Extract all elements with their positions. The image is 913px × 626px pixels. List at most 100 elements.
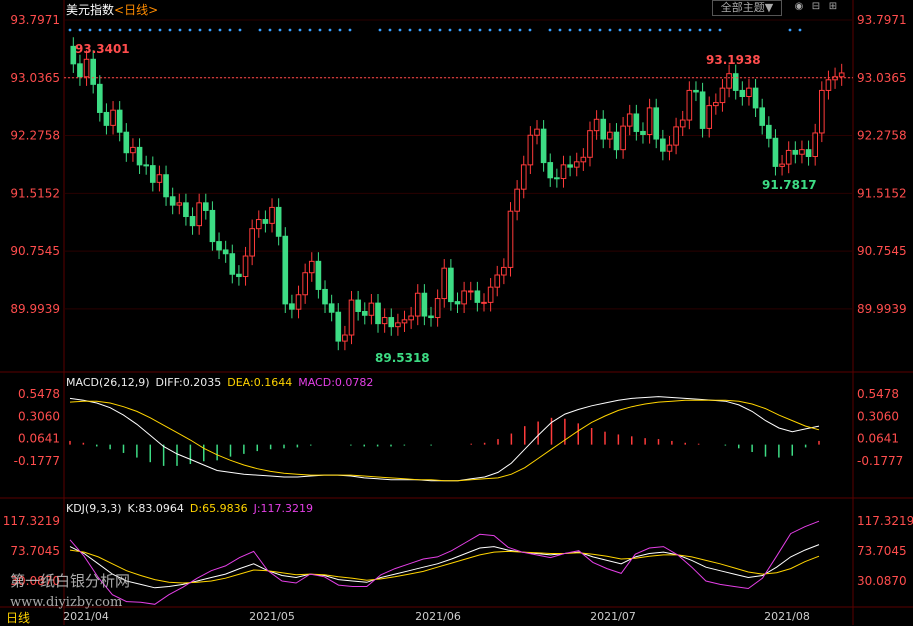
candle-body	[421, 292, 428, 317]
event-marker	[88, 28, 92, 32]
event-marker	[168, 28, 172, 32]
candle-body	[540, 128, 547, 164]
event-marker	[518, 28, 522, 32]
candle-body	[368, 302, 375, 316]
candle-body	[818, 89, 825, 134]
event-marker	[648, 28, 652, 32]
event-marker	[508, 28, 512, 32]
event-marker	[548, 28, 552, 32]
event-marker	[148, 28, 152, 32]
candle-body	[149, 165, 156, 183]
candle-body	[249, 228, 255, 257]
candle-body	[646, 107, 653, 135]
candle-body	[507, 210, 514, 268]
event-marker	[388, 28, 392, 32]
candle-body	[70, 45, 77, 65]
y-tick-right: 89.9939	[857, 302, 907, 316]
candle-body	[401, 319, 408, 324]
y-tick-right: 90.7545	[857, 244, 907, 258]
candle-body	[388, 317, 395, 328]
event-marker	[278, 28, 282, 32]
candle-body	[262, 219, 269, 224]
macd-tick-right: 0.0641	[857, 432, 899, 446]
candle-body	[838, 72, 845, 78]
candle-body	[514, 188, 520, 212]
candle-body	[77, 63, 83, 78]
event-marker	[158, 28, 162, 32]
candle-body	[752, 87, 759, 109]
kdj-tick-left: 30.0870	[10, 574, 60, 588]
event-marker	[298, 28, 302, 32]
candle-body	[130, 146, 136, 154]
candle-body	[169, 196, 176, 206]
event-marker	[528, 28, 532, 32]
period-tab[interactable]: 日线	[6, 611, 31, 625]
event-marker	[98, 28, 102, 32]
kdj-tick-left: 117.3219	[3, 514, 60, 528]
candle-body	[501, 266, 507, 276]
macd-tick-right: -0.1777	[857, 454, 903, 468]
candle-body	[302, 272, 308, 296]
x-tick-label: 2021/05	[249, 610, 295, 623]
event-marker	[578, 28, 582, 32]
candle-body	[355, 299, 361, 312]
kdj-legend-d: D:65.9836	[189, 502, 248, 515]
candle-body	[494, 274, 501, 288]
candle-body	[176, 202, 183, 206]
y-tick-left: 90.7545	[10, 244, 60, 258]
candle-body	[547, 162, 554, 179]
period-label[interactable]: <日线>	[114, 3, 159, 17]
x-tick-label: 2021/07	[590, 610, 636, 623]
candle-body	[739, 89, 746, 98]
macd-legend-name: MACD(26,12,9)	[66, 376, 150, 389]
candle-body	[242, 255, 249, 278]
event-marker	[408, 28, 412, 32]
kdj-tick-right: 117.3219	[857, 514, 913, 528]
y-tick-left: 92.2758	[10, 129, 60, 143]
minimize-icon[interactable]: ⊟	[811, 1, 821, 12]
event-marker	[328, 28, 332, 32]
macd-legend-dea: DEA:0.1644	[227, 376, 293, 389]
candle-body	[772, 137, 779, 167]
candle-body	[116, 109, 123, 133]
candle-body	[428, 315, 434, 319]
event-marker	[588, 28, 592, 32]
event-marker	[198, 28, 202, 32]
maximize-icon[interactable]: ⊞	[828, 1, 838, 12]
kdj-tick-right: 73.7045	[857, 544, 907, 558]
event-marker	[268, 28, 272, 32]
chart-title: 美元指数<日线>	[66, 1, 158, 18]
candle-body	[289, 303, 295, 310]
candle-body	[660, 138, 666, 152]
event-marker	[618, 28, 622, 32]
candle-body	[653, 107, 660, 140]
theme-select-button[interactable]: 全部主题▼	[712, 0, 782, 16]
kdj-tick-right: 30.0870	[857, 574, 907, 588]
event-marker	[688, 28, 692, 32]
candle-body	[805, 149, 812, 158]
candle-body	[123, 131, 130, 154]
candle-body	[719, 87, 726, 104]
macd-tick-right: 0.5478	[857, 387, 899, 401]
watermark-title: 第一纸白银分析网	[10, 572, 131, 590]
candle-body	[348, 299, 355, 336]
candle-body	[328, 303, 335, 313]
candle-body	[613, 131, 620, 151]
watermark: 第一纸白银分析网 www.diyizby.com	[10, 570, 130, 614]
candle-body	[600, 118, 607, 140]
candle-body	[136, 146, 143, 166]
kdj-legend: KDJ(9,3,3) K:83.0964 D:65.9836 J:117.3219	[66, 502, 319, 515]
candle-body	[236, 273, 242, 278]
candle-body	[726, 73, 732, 89]
event-marker	[438, 28, 442, 32]
candle-body	[375, 302, 381, 325]
candle-body	[90, 58, 97, 85]
x-tick-label: 2021/08	[764, 610, 810, 623]
kdj-legend-name: KDJ(9,3,3)	[66, 502, 122, 515]
kdj-legend-k: K:83.0964	[127, 502, 184, 515]
settings-icon[interactable]: ◉	[794, 1, 804, 12]
y-tick-right: 91.5152	[857, 186, 907, 200]
candle-body	[487, 286, 494, 303]
candle-body	[454, 301, 461, 305]
